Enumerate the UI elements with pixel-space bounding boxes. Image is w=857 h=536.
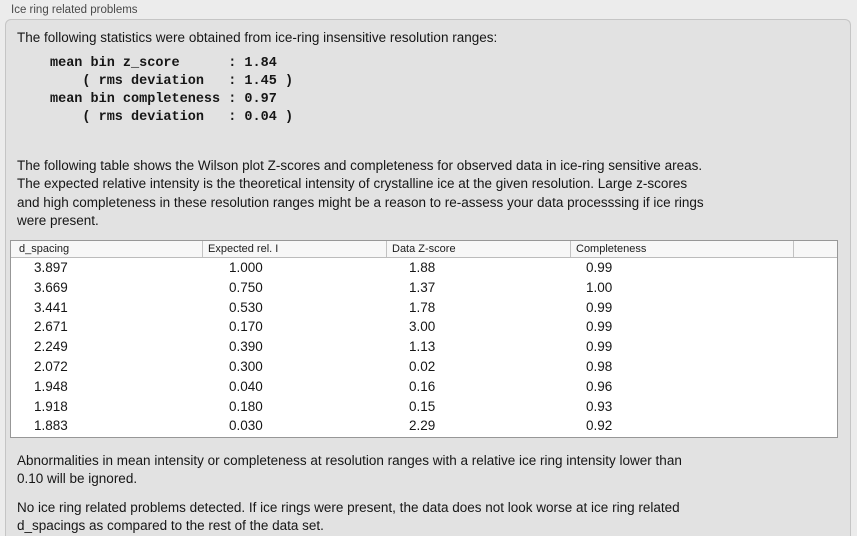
table-cell: 0.99 xyxy=(586,319,613,335)
text-line: Abnormalities in mean intensity or compl… xyxy=(17,453,682,468)
ice-ring-table: d_spacing Expected rel. I Data Z-score C… xyxy=(10,240,838,438)
table-cell: 0.99 xyxy=(586,339,613,355)
table-cell: 3.897 xyxy=(34,260,68,275)
table-cell: 0.530 xyxy=(229,299,263,315)
table-cell: 0.92 xyxy=(586,418,613,434)
ice-ring-panel: The following statistics were obtained f… xyxy=(5,19,851,536)
table-row[interactable]: 1.918 0.180 0.15 0.93 xyxy=(11,396,837,417)
table-cell: 3.669 xyxy=(34,279,68,295)
statistics-block: mean bin z_score : 1.84 ( rms deviation … xyxy=(50,56,294,125)
column-header-d-spacing[interactable]: d_spacing xyxy=(11,241,203,257)
table-cell: 1.13 xyxy=(409,339,436,355)
table-cell: 2.072 xyxy=(34,358,68,374)
table-cell: 1.88 xyxy=(409,260,436,275)
table-cell: 3.00 xyxy=(409,319,436,335)
column-header-completeness[interactable]: Completeness xyxy=(571,241,794,257)
table-cell: 0.030 xyxy=(229,418,263,434)
table-cell: 1.883 xyxy=(34,418,68,434)
section-title: Ice ring related problems xyxy=(11,4,138,16)
table-cell: 0.02 xyxy=(409,358,436,374)
table-cell: 0.99 xyxy=(586,299,613,315)
table-cell: 2.29 xyxy=(409,418,436,434)
table-cell: 2.671 xyxy=(34,319,68,335)
table-cell: 0.040 xyxy=(229,378,263,394)
table-cell: 0.98 xyxy=(586,358,613,374)
table-cell: 1.37 xyxy=(409,279,436,295)
intro-text: The following statistics were obtained f… xyxy=(17,30,498,45)
column-header-expected-rel-i[interactable]: Expected rel. I xyxy=(203,241,387,257)
table-row[interactable]: 1.883 0.030 2.29 0.92 xyxy=(11,416,837,437)
table-cell: 1.78 xyxy=(409,299,436,315)
table-cell: 0.180 xyxy=(229,398,263,414)
table-cell: 0.16 xyxy=(409,378,436,394)
text-line: No ice ring related problems detected. I… xyxy=(17,500,680,515)
table-cell: 3.441 xyxy=(34,299,68,315)
table-cell: 0.170 xyxy=(229,319,263,335)
conclusion-text: No ice ring related problems detected. I… xyxy=(17,499,839,534)
text-line: d_spacings as compared to the rest of th… xyxy=(17,517,324,533)
table-cell: 0.750 xyxy=(229,279,263,295)
table-body: 3.897 1.000 1.88 0.99 3.669 0.750 1.37 1.00 3.44… xyxy=(11,258,837,437)
table-cell: 0.15 xyxy=(409,398,436,414)
table-row[interactable]: 3.669 0.750 1.37 1.00 xyxy=(11,277,837,298)
table-cell: 2.249 xyxy=(34,339,68,355)
column-header-data-z-score[interactable]: Data Z-score xyxy=(387,241,571,257)
table-cell: 0.390 xyxy=(229,339,263,355)
text-line: 0.10 will be ignored. xyxy=(17,470,138,486)
table-row[interactable]: 2.072 0.300 0.02 0.98 xyxy=(11,356,837,377)
table-row[interactable]: 3.441 0.530 1.78 0.99 xyxy=(11,297,837,318)
table-cell: 0.93 xyxy=(586,398,613,414)
table-row[interactable]: 2.671 0.170 3.00 0.99 xyxy=(11,317,837,338)
text-line: were present. xyxy=(17,213,99,229)
table-cell: 0.300 xyxy=(229,358,263,374)
table-cell: 1.00 xyxy=(586,279,613,295)
table-header-row: d_spacing Expected rel. I Data Z-score C… xyxy=(11,241,837,258)
text-line: and high completeness in these resolutio… xyxy=(17,194,704,210)
table-cell: 1.000 xyxy=(229,260,263,275)
table-cell: 0.99 xyxy=(586,260,613,275)
abnormalities-note: Abnormalities in mean intensity or compl… xyxy=(17,452,839,487)
table-cell: 1.948 xyxy=(34,378,68,394)
table-row[interactable]: 3.897 1.000 1.88 0.99 xyxy=(11,258,837,278)
column-header-filler xyxy=(794,241,837,257)
text-line: The following table shows the Wilson plo… xyxy=(17,158,703,173)
table-cell: 0.96 xyxy=(586,378,613,394)
table-description: The following table shows the Wilson plo… xyxy=(17,157,839,231)
text-line: The expected relative intensity is the t… xyxy=(17,176,688,192)
table-cell: 1.918 xyxy=(34,398,68,414)
table-row[interactable]: 1.948 0.040 0.16 0.96 xyxy=(11,376,837,397)
table-row[interactable]: 2.249 0.390 1.13 0.99 xyxy=(11,337,837,357)
